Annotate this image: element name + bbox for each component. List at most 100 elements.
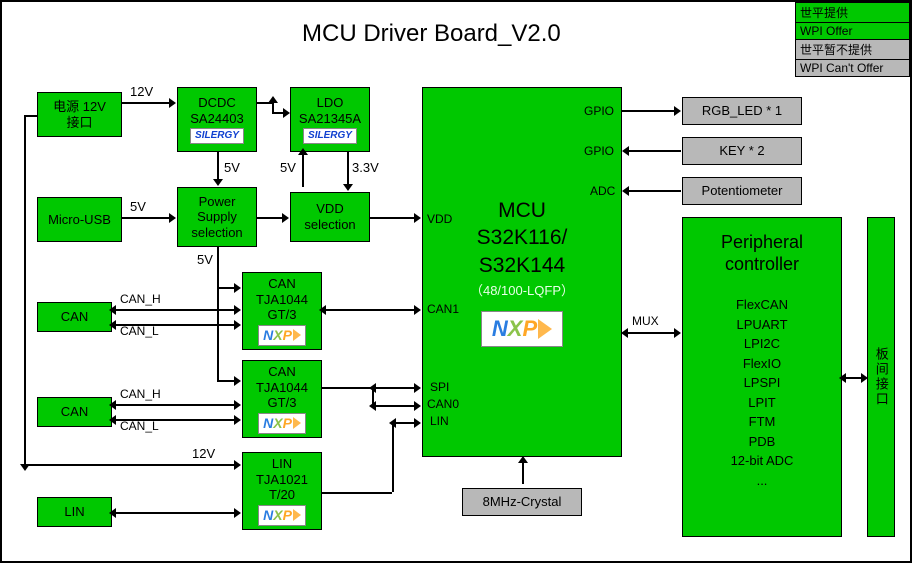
- mcu-l4: （48/100-LQFP）: [470, 283, 574, 299]
- block-dcdc-l1: DCDC: [198, 95, 236, 111]
- block-board-interface: 板间接口: [867, 217, 895, 537]
- mcu-l1: MCU: [498, 199, 546, 222]
- block-dcdc: DCDC SA24403 SILERGY: [177, 87, 257, 152]
- can2-l1: CAN: [268, 364, 295, 380]
- line: [24, 115, 37, 117]
- silergy-logo: SILERGY: [190, 128, 244, 144]
- lbl-mux: MUX: [632, 314, 659, 328]
- lbl-canh-2: CAN_H: [120, 387, 161, 401]
- arrow: [122, 217, 170, 219]
- block-lin-tja1021: LIN TJA1021 T/20 NXP: [242, 452, 322, 530]
- block-rgb-led: RGB_LED * 1: [682, 97, 802, 125]
- silergy-logo: SILERGY: [303, 128, 357, 144]
- pin-can0: CAN0: [427, 397, 459, 411]
- arrow: [115, 512, 235, 514]
- legend-not-en: WPI Can't Offer: [796, 60, 909, 76]
- line: [24, 464, 229, 466]
- can1-l3: GT/3: [268, 307, 297, 323]
- arrow: [395, 422, 415, 424]
- arrow: [628, 190, 681, 192]
- lbl-canl-2: CAN_L: [120, 419, 159, 433]
- arrow: [370, 217, 415, 219]
- arrow: [217, 287, 235, 289]
- board-iface-label: 板间接口: [873, 347, 889, 407]
- block-power-supply-selection: Power Supply selection: [177, 187, 257, 247]
- legend-not-cn: 世平暂不提供: [796, 40, 909, 60]
- pin-can1: CAN1: [427, 302, 459, 316]
- arrow: [227, 464, 235, 466]
- line: [217, 287, 219, 382]
- block-vdd-selection: VDD selection: [290, 192, 370, 242]
- periph-items: FlexCAN LPUART LPI2C FlexIO LPSPI LPIT F…: [731, 295, 794, 490]
- arrow: [622, 110, 675, 112]
- lbl-5v-3: 5V: [130, 199, 146, 214]
- lin-l2: TJA1021: [256, 472, 308, 488]
- arrow: [115, 309, 235, 311]
- pss-l2: Supply: [197, 209, 237, 225]
- lbl-12v-2: 12V: [192, 446, 215, 461]
- block-micro-usb-label: Micro-USB: [48, 212, 111, 228]
- lbl-canh-1: CAN_H: [120, 292, 161, 306]
- legend-offer-cn: 世平提供: [796, 3, 909, 23]
- pss-l1: Power: [199, 194, 236, 210]
- block-ldo-l1: LDO: [317, 95, 344, 111]
- arrow: [217, 152, 219, 180]
- block-power-12v: 电源 12V 接口: [37, 92, 122, 137]
- pin-vdd: VDD: [427, 212, 452, 226]
- block-lin-conn: LIN: [37, 497, 112, 527]
- lbl-12v-1: 12V: [130, 84, 153, 99]
- lin-l3: T/20: [269, 487, 295, 503]
- block-key: KEY * 2: [682, 137, 802, 165]
- block-micro-usb: Micro-USB: [37, 197, 122, 242]
- line: [322, 387, 372, 389]
- block-dcdc-l2: SA24403: [190, 111, 244, 127]
- arrow: [257, 217, 283, 219]
- block-crystal: 8MHz-Crystal: [462, 488, 582, 516]
- block-can-tja1044-2: CAN TJA1044 GT/3 NXP: [242, 360, 322, 438]
- block-can-conn-2-label: CAN: [61, 404, 88, 420]
- lbl-3v3: 3.3V: [352, 160, 379, 175]
- lbl-5v-2: 5V: [280, 160, 296, 175]
- block-power-12v-l1: 电源 12V: [53, 99, 106, 115]
- block-can-tja1044-1: CAN TJA1044 GT/3 NXP: [242, 272, 322, 350]
- arrow: [375, 387, 415, 389]
- block-peripheral-controller: Peripheral controller FlexCAN LPUART LPI…: [682, 217, 842, 537]
- vdd-l2: selection: [304, 217, 355, 233]
- line: [392, 422, 394, 492]
- line: [322, 492, 392, 494]
- arrow: [217, 380, 235, 382]
- arrow: [375, 405, 415, 407]
- arrow: [272, 112, 284, 114]
- nxp-logo-mcu: NXP: [481, 311, 563, 347]
- crystal-label: 8MHz-Crystal: [483, 494, 562, 510]
- mcu-l3: S32K144: [479, 254, 565, 277]
- lbl-canl-1: CAN_L: [120, 324, 159, 338]
- arrow: [115, 404, 235, 406]
- line: [24, 464, 26, 465]
- rgb-label: RGB_LED * 1: [702, 103, 782, 119]
- diagram-canvas: MCU Driver Board_V2.0 世平提供 WPI Offer 世平暂…: [0, 0, 912, 563]
- pin-lin: LIN: [430, 414, 449, 428]
- arrow: [522, 462, 524, 484]
- line: [24, 115, 26, 465]
- nxp-logo: NXP: [258, 505, 306, 526]
- pin-adc: ADC: [590, 184, 615, 198]
- legend-box: 世平提供 WPI Offer 世平暂不提供 WPI Can't Offer: [795, 2, 910, 77]
- pin-spi: SPI: [430, 380, 449, 394]
- block-ldo: LDO SA21345A SILERGY: [290, 87, 370, 152]
- diagram-title: MCU Driver Board_V2.0: [302, 20, 561, 48]
- nxp-logo: NXP: [258, 325, 306, 346]
- arrow: [122, 102, 170, 104]
- can1-l2: TJA1044: [256, 292, 308, 308]
- lin-l1: LIN: [272, 456, 292, 472]
- key-label: KEY * 2: [719, 143, 764, 159]
- block-potentiometer: Potentiometer: [682, 177, 802, 205]
- nxp-logo: NXP: [258, 413, 306, 434]
- arrow: [628, 150, 681, 152]
- lbl-5v-4: 5V: [197, 252, 213, 267]
- pin-gpio-1: GPIO: [584, 104, 614, 118]
- arrow: [325, 309, 415, 311]
- can1-l1: CAN: [268, 276, 295, 292]
- mcu-l2: S32K116/: [477, 226, 568, 249]
- legend-offer-en: WPI Offer: [796, 23, 909, 40]
